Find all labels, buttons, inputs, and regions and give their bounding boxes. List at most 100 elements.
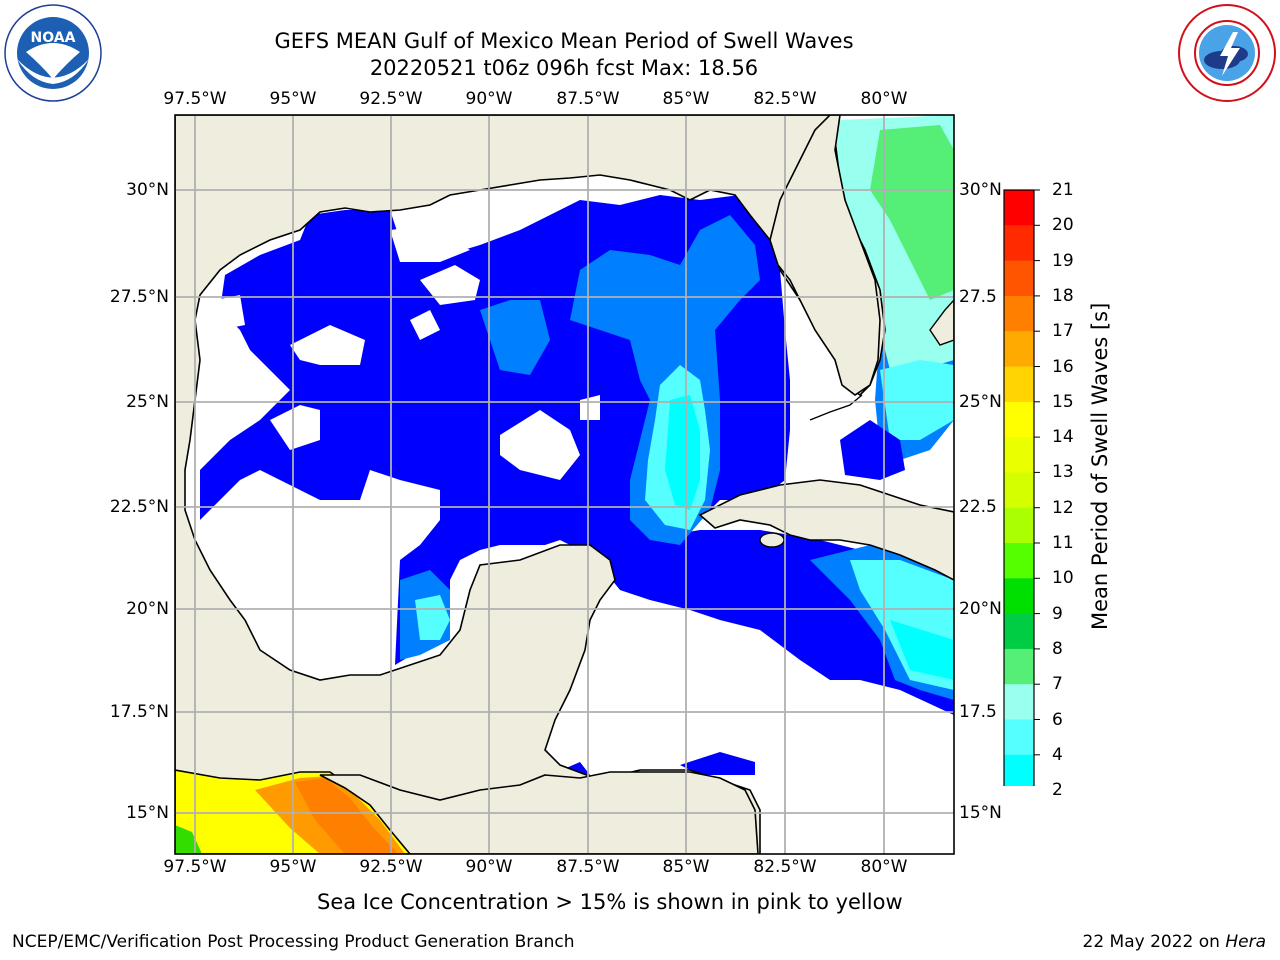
colorbar-tick-label: 8 (1052, 638, 1063, 659)
map-graticule (175, 115, 954, 854)
lon-label-top: 90°W (465, 89, 513, 109)
lat-label-left: 30°N (126, 180, 169, 200)
lat-label-left: 27.5°N (109, 287, 169, 307)
lon-label-top: 85°W (662, 89, 710, 109)
colorbar-band (1004, 719, 1034, 756)
colorbar-tick-label: 11 (1052, 533, 1074, 553)
lat-label-right: 20°N (959, 599, 1002, 619)
lat-label-left: 17.5°N (109, 702, 169, 722)
swell-gulf-lightblue-2 (480, 300, 550, 375)
colorbar-tick-label: 21 (1052, 180, 1074, 200)
colorbar-band (1004, 684, 1034, 720)
land-keys (809, 394, 863, 421)
map-frame (174, 114, 955, 855)
colorbar-tick-label: 12 (1052, 497, 1074, 518)
colorbar-label: Mean Period of Swell Waves [s] (1088, 302, 1112, 630)
pacific-overlay-deep (295, 778, 398, 854)
colorbar-band (1004, 754, 1034, 786)
credit-date: 22 May 2022 on Hera (1083, 932, 1267, 952)
colorbar-band (1004, 401, 1034, 438)
colorbar-band (1004, 472, 1034, 509)
chart-title: GEFS MEAN Gulf of Mexico Mean Period of … (274, 29, 854, 53)
swell-atlantic-cyan2 (880, 360, 954, 440)
lon-label-bottom: 97.5°W (163, 857, 227, 877)
chart-subtitle: 20220521 t06z 096h fcst Max: 18.56 (369, 56, 759, 80)
lat-label-right: 30°N (959, 180, 1002, 200)
swell-atlantic-green (870, 125, 954, 300)
lon-label-bottom: 85°W (662, 857, 710, 877)
nws-logo (1178, 4, 1276, 102)
noaa-logo-text: NOAA (31, 30, 76, 46)
colorbar-tick-label: 4 (1052, 744, 1063, 765)
lat-label-right: 25°N (959, 392, 1002, 412)
colorbar-band (1004, 190, 1034, 226)
lon-label-bottom: 95°W (269, 857, 317, 877)
colorbar-tick-label: 15 (1052, 391, 1074, 412)
lon-label-bottom: 90°W (465, 857, 513, 877)
land-isla-juventud (759, 532, 785, 548)
colorbar-band (1004, 225, 1034, 262)
lat-label-left: 25°N (126, 392, 169, 412)
colorbar-tick-label: 7 (1052, 674, 1063, 695)
calm-patch-7 (390, 225, 470, 262)
colorbar-tick-label: 16 (1052, 356, 1074, 377)
lon-label-top: 95°W (269, 89, 317, 109)
lon-label-top: 87.5°W (556, 89, 620, 109)
credit-date-text: 22 May 2022 on (1082, 932, 1226, 952)
sea-ice-note: Sea Ice Concentration > 15% is shown in … (317, 890, 903, 914)
calm-patch-6 (410, 310, 440, 340)
colorbar (1003, 189, 1040, 786)
swell-honduras-blue2 (680, 752, 755, 775)
land-bahamas (929, 298, 954, 346)
land-cuba (698, 479, 954, 581)
lon-label-bottom: 92.5°W (359, 857, 423, 877)
colorbar-tick-label: 17 (1052, 321, 1074, 342)
calm-patch-4 (500, 410, 580, 480)
swell-caribbean-cyan2 (890, 620, 954, 680)
lat-label-right: 17.5 (959, 702, 997, 722)
lon-label-bottom: 87.5°W (556, 857, 620, 877)
lon-label-top: 80°W (860, 89, 908, 109)
credit-left: NCEP/EMC/Verification Post Processing Pr… (12, 932, 575, 952)
lat-label-left: 15°N (126, 803, 169, 823)
calm-patch-5 (270, 405, 320, 450)
colorbar-tick-label: 6 (1052, 709, 1063, 730)
lat-label-right: 22.5 (959, 497, 997, 517)
colorbar-band (1004, 543, 1034, 579)
lon-label-top: 82.5°W (753, 89, 817, 109)
colorbar-tick-label: 10 (1052, 568, 1074, 589)
colorbar-band (1004, 437, 1034, 473)
calm-patch-1 (290, 325, 365, 365)
colorbar-band (1004, 331, 1034, 367)
colorbar-tick-label: 14 (1052, 427, 1074, 448)
lat-label-left: 22.5°N (109, 497, 169, 517)
land-florida (769, 115, 881, 396)
colorbar-tick-label: 9 (1052, 603, 1063, 624)
colorbar-band (1004, 578, 1034, 615)
colorbar-tick-label: 18 (1052, 285, 1074, 306)
lon-label-top: 97.5°W (163, 89, 227, 109)
lat-label-right: 27.5 (959, 287, 997, 307)
lat-label-right: 15°N (959, 803, 1002, 823)
colorbar-band (1004, 613, 1034, 650)
colorbar-tick-label: 20 (1052, 215, 1074, 236)
swell-gulf-cyan-2 (665, 395, 700, 510)
lon-label-bottom: 82.5°W (753, 857, 817, 877)
calm-patch-3 (215, 295, 245, 330)
calm-patch-2 (420, 265, 480, 305)
swell-east-blue (840, 420, 905, 480)
colorbar-band (1004, 260, 1034, 297)
lon-label-bottom: 80°W (860, 857, 908, 877)
colorbar-tick-label: 13 (1052, 462, 1074, 483)
swell-gulf-cyan-3 (415, 595, 450, 640)
colorbar-band (1004, 295, 1034, 332)
lat-label-left: 20°N (126, 599, 169, 619)
noaa-logo: NOAA (4, 4, 102, 102)
credit-host: Hera (1225, 932, 1266, 952)
lon-label-top: 92.5°W (359, 89, 423, 109)
colorbar-tick-label: 19 (1052, 250, 1074, 271)
colorbar-tick-label: 2 (1052, 780, 1063, 801)
colorbar-band (1004, 648, 1034, 685)
colorbar-band (1004, 366, 1034, 403)
